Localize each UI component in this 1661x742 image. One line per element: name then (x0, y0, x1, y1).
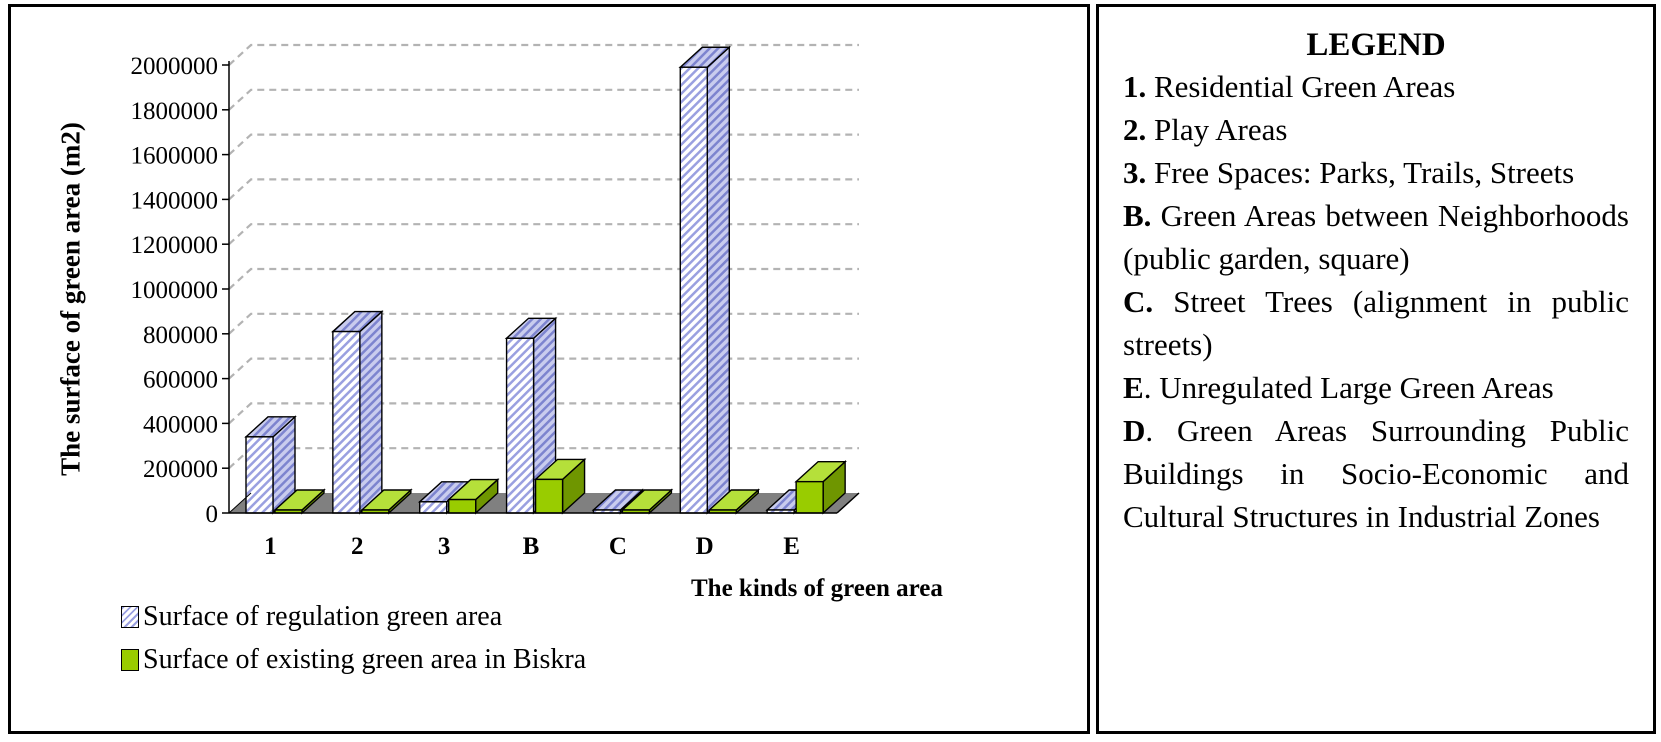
bar-regulation (679, 66, 708, 514)
legend-item-3: 3. Free Spaces: Parks, Trails, Streets (1123, 151, 1629, 194)
legend-item-b: B. Green Areas between Neighborhoods (pu… (1123, 194, 1629, 280)
legend-item-e: E. Unregulated Large Green Areas (1123, 366, 1629, 409)
legend-key: E (1123, 370, 1144, 405)
legend-text: Residential Green Areas (1146, 69, 1456, 104)
legend-key: D (1123, 413, 1146, 448)
y-tick-label: 1800000 (131, 98, 219, 125)
bar-regulation (419, 501, 448, 514)
legend-swatch-existing (121, 649, 139, 671)
bar-regulation (245, 436, 274, 514)
x-tick-label: 2 (351, 533, 364, 560)
floor-edge (836, 492, 860, 514)
y-tick-label: 200000 (143, 456, 218, 483)
legend-item-d: D. Green Areas Surrounding Public Buildi… (1123, 409, 1629, 538)
gridline (228, 133, 859, 156)
bar-existing (448, 498, 477, 514)
gridline (228, 88, 859, 111)
legend-swatch-regulation (121, 606, 139, 628)
legend-text: Street Trees (alignment in public street… (1123, 284, 1629, 362)
gridline (228, 223, 859, 246)
gridline (228, 178, 859, 201)
legend-item-2: 2. Play Areas (1123, 108, 1629, 151)
y-tick-label: 600000 (143, 367, 218, 394)
x-tick-label: B (523, 533, 540, 560)
legend-key: C. (1123, 284, 1154, 319)
x-tick-label: D (696, 533, 714, 560)
chart-panel: 0 200000 400000 600000 800000 1000000 1200000 1… (8, 4, 1090, 734)
bar-existing (534, 478, 564, 514)
x-axis-label: The kinds of green area (691, 575, 943, 602)
bar-regulation (505, 337, 535, 514)
legend-key: 1. (1123, 69, 1147, 104)
x-tick-label: E (783, 533, 800, 560)
legend-text: . Unregulated Large Green Areas (1143, 370, 1554, 405)
legend-text: . Green Areas Surrounding Public Buildin… (1123, 413, 1629, 534)
y-tick-label: 0 (206, 501, 219, 528)
legend-label-regulation: Surface of regulation green area (143, 601, 503, 632)
legend-key: 3. (1123, 155, 1147, 190)
legend-label-existing: Surface of existing green area in Biskra (143, 644, 587, 675)
legend-title: LEGEND (1306, 27, 1446, 63)
x-tick-label: C (609, 533, 627, 560)
y-tick-label: 1600000 (131, 143, 219, 170)
axis-depth (228, 492, 252, 514)
y-tick-label: 1200000 (131, 232, 219, 259)
gridline (228, 43, 859, 66)
y-tick-label: 400000 (143, 411, 218, 438)
y-tick-label: 800000 (143, 322, 218, 349)
gridline (228, 312, 859, 335)
series-legend-existing: Surface of existing green area in Biskra (121, 644, 586, 676)
legend-panel: LEGEND 1. Residential Green Areas 2. Pla… (1096, 4, 1656, 734)
x-tick-label: 3 (438, 533, 451, 560)
axis-layer: 0 200000 400000 600000 800000 1000000 1200000 1… (131, 53, 860, 560)
gridline (228, 357, 859, 380)
y-axis-label: The surface of green area (m2) (55, 122, 86, 476)
legend-item-c: C. Street Trees (alignment in public str… (1123, 280, 1629, 366)
bar-existing (795, 480, 824, 514)
legend-item-1: 1. Residential Green Areas (1123, 65, 1629, 108)
gridline (228, 267, 859, 290)
bar-regulation (332, 330, 361, 514)
bar-side (359, 309, 383, 515)
bars-layer (244, 45, 847, 515)
legend-text: Free Spaces: Parks, Trails, Streets (1146, 155, 1575, 190)
series-legend-regulation: Surface of regulation green area (121, 601, 502, 633)
x-tick-label: 1 (264, 533, 277, 560)
bar-chart: 0 200000 400000 600000 800000 1000000 1200000 1… (131, 43, 860, 560)
y-tick-label: 2000000 (131, 53, 219, 80)
bar-side (706, 45, 730, 515)
legend-key: B. (1123, 198, 1152, 233)
legend-key: 2. (1123, 112, 1147, 147)
gridline (228, 402, 859, 425)
legend-text: Play Areas (1146, 112, 1288, 147)
legend-text: Green Areas between Neighborhoods (publi… (1123, 198, 1629, 276)
y-tick-label: 1000000 (131, 277, 219, 304)
y-tick-label: 1400000 (131, 187, 219, 214)
